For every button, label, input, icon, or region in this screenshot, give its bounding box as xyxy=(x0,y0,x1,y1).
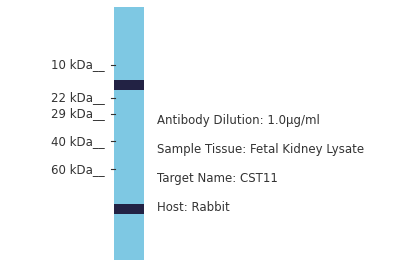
Bar xyxy=(114,204,144,214)
Text: Host: Rabbit: Host: Rabbit xyxy=(157,201,230,214)
Text: 40 kDa__: 40 kDa__ xyxy=(51,135,105,148)
Text: Sample Tissue: Fetal Kidney Lysate: Sample Tissue: Fetal Kidney Lysate xyxy=(157,143,364,156)
Bar xyxy=(114,7,144,260)
Text: Antibody Dilution: 1.0µg/ml: Antibody Dilution: 1.0µg/ml xyxy=(157,114,320,127)
Text: 10 kDa__: 10 kDa__ xyxy=(51,58,105,71)
Text: 60 kDa__: 60 kDa__ xyxy=(51,163,105,176)
Text: Target Name: CST11: Target Name: CST11 xyxy=(157,172,278,185)
Text: 29 kDa__: 29 kDa__ xyxy=(51,107,105,120)
Text: 22 kDa__: 22 kDa__ xyxy=(51,91,105,104)
Bar xyxy=(114,80,144,90)
